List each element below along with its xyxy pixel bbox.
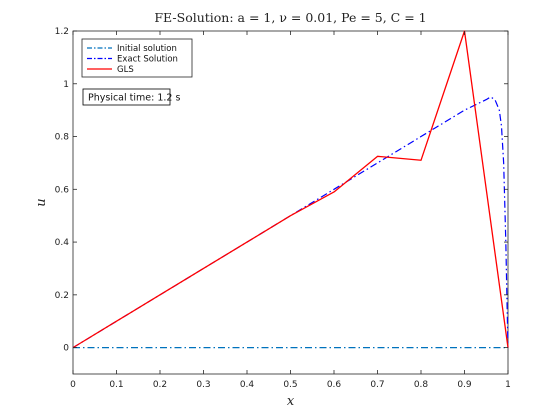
- y-axis-label: u: [34, 198, 49, 206]
- y-tick-label: 0: [63, 344, 69, 354]
- time-annotation-box: Physical time: 1.2 s: [82, 88, 180, 106]
- y-tick-label: 0.6: [55, 185, 70, 195]
- plot-area-box: [72, 30, 509, 375]
- y-tick-label: 0.8: [55, 133, 70, 143]
- series-layer: [72, 30, 509, 349]
- legend-label: Initial solution: [117, 44, 177, 54]
- time-annotation-frame: [82, 88, 171, 106]
- axes-frame: [72, 30, 509, 375]
- x-tick-label: 0: [70, 380, 76, 390]
- y-tick-label: 0.2: [55, 291, 69, 301]
- x-tick-label: 0.7: [370, 380, 384, 390]
- x-tick-label: 0.8: [414, 380, 429, 390]
- x-tick-label: 0.2: [153, 380, 167, 390]
- x-axis-label: x: [287, 394, 295, 409]
- x-axis-ticks: 0 0.1 0.2 0.3 0.4 0.5 0.6 0.7 0.8 0.9 1: [70, 31, 511, 390]
- x-tick-label: 0.5: [283, 380, 297, 390]
- y-tick-label: 1: [63, 80, 69, 90]
- legend-label: GLS: [117, 65, 134, 75]
- x-tick-label: 0.3: [196, 380, 210, 390]
- y-tick-label: 1.2: [55, 27, 69, 37]
- y-tick-label: 0.4: [55, 238, 70, 248]
- y-axis-ticks: 0 0.2 0.4 0.6 0.8 1 1.2: [55, 27, 508, 354]
- series-line-gls: [72, 30, 509, 349]
- x-tick-label: 0.4: [240, 380, 255, 390]
- time-annotation: Physical time: 1.2 s: [88, 93, 180, 104]
- x-tick-label: 0.6: [327, 380, 342, 390]
- x-tick-label: 0.1: [109, 380, 123, 390]
- legend-label: Exact Solution: [117, 55, 178, 65]
- x-tick-label: 0.9: [457, 380, 472, 390]
- chart-title: FE-Solution: a = 1, ν = 0.01, Pe = 5, C …: [154, 10, 426, 25]
- series-line-exact-solution: [72, 96, 509, 349]
- x-tick-label: 1: [505, 380, 511, 390]
